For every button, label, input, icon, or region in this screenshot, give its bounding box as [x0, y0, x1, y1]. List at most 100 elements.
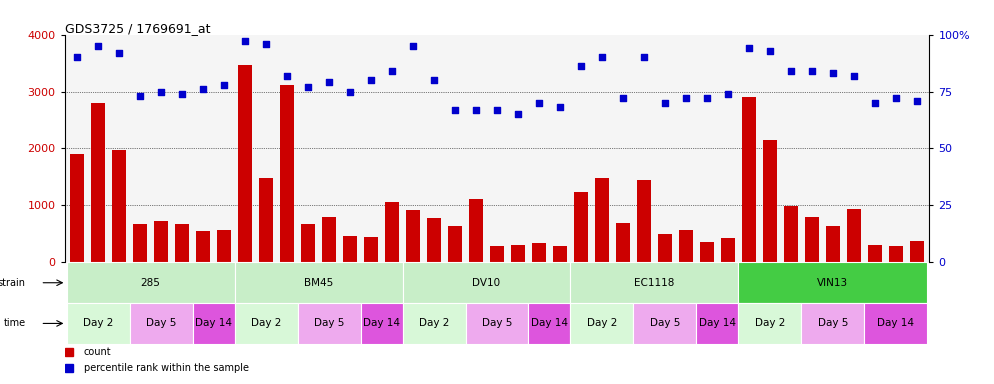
Point	[300, 84, 316, 90]
Point	[510, 111, 526, 118]
Text: Day 14: Day 14	[363, 318, 400, 328]
Text: Day 14: Day 14	[699, 318, 736, 328]
Bar	[239, 65, 251, 262]
Text: Day 2: Day 2	[250, 318, 281, 328]
Bar	[801, 303, 865, 344]
Text: Day 5: Day 5	[314, 318, 344, 328]
Bar	[154, 222, 168, 262]
Bar	[403, 262, 571, 303]
Bar	[297, 303, 361, 344]
Bar	[197, 231, 210, 262]
Text: Day 5: Day 5	[650, 318, 680, 328]
Bar	[697, 303, 739, 344]
Point	[804, 68, 820, 74]
Bar	[71, 154, 84, 262]
Bar	[553, 246, 567, 262]
Point	[468, 107, 484, 113]
Bar	[322, 217, 336, 262]
Text: Day 2: Day 2	[418, 318, 449, 328]
Bar	[343, 236, 357, 262]
Text: GDS3725 / 1769691_at: GDS3725 / 1769691_at	[65, 22, 210, 35]
Point	[762, 48, 778, 54]
Point	[678, 95, 694, 101]
Point	[552, 104, 568, 111]
Bar	[193, 303, 235, 344]
Bar	[235, 262, 403, 303]
Point	[384, 68, 400, 74]
Point	[909, 98, 924, 104]
Bar	[529, 303, 571, 344]
Bar	[364, 237, 378, 262]
Bar	[259, 178, 273, 262]
Text: Day 2: Day 2	[586, 318, 617, 328]
Bar	[575, 192, 587, 262]
Bar	[407, 210, 419, 262]
Bar	[637, 180, 651, 262]
Bar	[218, 230, 231, 262]
Text: EC1118: EC1118	[634, 278, 675, 288]
Bar	[910, 241, 923, 262]
Bar	[386, 202, 399, 262]
Bar	[235, 303, 297, 344]
Text: VIN13: VIN13	[817, 278, 849, 288]
Bar	[679, 230, 693, 262]
Point	[90, 43, 106, 49]
Bar	[865, 303, 927, 344]
Bar	[67, 303, 129, 344]
Point	[783, 68, 799, 74]
Point	[720, 91, 736, 97]
Bar	[91, 103, 105, 262]
Point	[867, 100, 883, 106]
Point	[111, 50, 127, 56]
Text: DV10: DV10	[472, 278, 501, 288]
Bar	[743, 97, 755, 262]
Bar	[129, 303, 193, 344]
Bar	[658, 235, 672, 262]
Text: strain: strain	[0, 278, 26, 288]
Point	[489, 107, 505, 113]
Bar	[490, 246, 504, 262]
Point	[594, 54, 610, 60]
Bar	[616, 223, 630, 262]
Text: Day 14: Day 14	[531, 318, 568, 328]
Bar	[700, 242, 714, 262]
Bar	[889, 246, 903, 262]
Bar	[448, 226, 462, 262]
Point	[70, 54, 85, 60]
Text: percentile rank within the sample: percentile rank within the sample	[83, 363, 248, 373]
Bar	[739, 303, 801, 344]
Point	[321, 79, 337, 86]
Point	[825, 70, 841, 76]
Point	[888, 95, 904, 101]
Bar	[112, 150, 126, 262]
Bar	[511, 245, 525, 262]
Bar	[571, 262, 739, 303]
Bar	[427, 218, 441, 262]
Bar	[280, 85, 294, 262]
Point	[573, 63, 588, 70]
Text: Day 5: Day 5	[818, 318, 848, 328]
Text: Day 2: Day 2	[83, 318, 113, 328]
Bar	[826, 226, 840, 262]
Point	[531, 100, 547, 106]
Bar	[67, 262, 235, 303]
Point	[258, 41, 274, 47]
Text: count: count	[83, 347, 111, 357]
Point	[279, 73, 295, 79]
Point	[846, 73, 862, 79]
Bar	[868, 245, 882, 262]
Text: Day 14: Day 14	[195, 318, 233, 328]
Bar	[133, 224, 147, 262]
Point	[216, 82, 232, 88]
Bar	[739, 262, 927, 303]
Bar	[469, 199, 483, 262]
Point	[406, 43, 421, 49]
Bar	[595, 177, 608, 262]
Point	[174, 91, 190, 97]
Point	[238, 38, 253, 45]
Bar	[847, 209, 861, 262]
Text: Day 2: Day 2	[754, 318, 785, 328]
Bar	[175, 223, 189, 262]
Bar	[571, 303, 633, 344]
Bar	[301, 223, 315, 262]
